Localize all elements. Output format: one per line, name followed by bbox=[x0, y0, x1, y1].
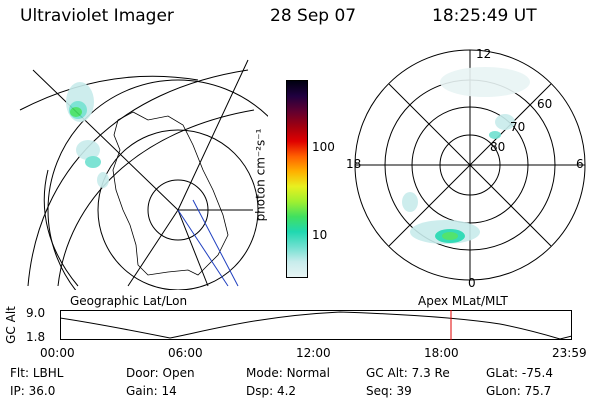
alt-ylabel: GC Alt bbox=[3, 306, 18, 344]
title: Ultraviolet Imager bbox=[20, 6, 174, 26]
date: 28 Sep 07 bbox=[270, 6, 357, 26]
status-mode: Mode: Normal bbox=[246, 366, 330, 380]
mlt-label-6: 6 bbox=[576, 157, 584, 171]
colorbar-gradient bbox=[287, 81, 307, 277]
status-flt: Flt: LBHL bbox=[10, 366, 64, 380]
right-panel-label: Apex MLat/MLT bbox=[418, 294, 508, 308]
alt-xtick-1800: 18:00 bbox=[424, 346, 459, 360]
altitude-plot bbox=[60, 310, 572, 340]
status-glat: GLat: -75.4 bbox=[486, 366, 553, 380]
time: 18:25:49 UT bbox=[432, 6, 537, 26]
alt-ytick-1-8: 1.8 bbox=[26, 330, 46, 344]
colorbar bbox=[286, 80, 308, 278]
status-dsp: Dsp: 4.2 bbox=[246, 384, 297, 398]
polar-plot bbox=[354, 49, 586, 281]
alt-xtick-0600: 06:00 bbox=[168, 346, 203, 360]
alt-xtick-0000: 00:00 bbox=[40, 346, 75, 360]
status-gain: Gain: 14 bbox=[126, 384, 177, 398]
alt-xtick-1200: 12:00 bbox=[296, 346, 331, 360]
colorbar-label: photon cm⁻²s⁻¹ bbox=[253, 128, 268, 222]
status-door: Door: Open bbox=[126, 366, 195, 380]
lat-label-80: 80 bbox=[490, 140, 506, 154]
status-glon: GLon: 75.7 bbox=[486, 384, 552, 398]
status-ip: IP: 36.0 bbox=[10, 384, 56, 398]
alt-xtick-2359: 23:59 bbox=[552, 346, 587, 360]
colorbar-tick-10: 10 bbox=[312, 228, 328, 242]
aurora-left bbox=[66, 82, 109, 188]
lat-label-70: 70 bbox=[510, 120, 526, 134]
aurora-right bbox=[402, 67, 530, 244]
colorbar-tick-100: 100 bbox=[312, 140, 335, 154]
status-seq: Seq: 39 bbox=[366, 384, 412, 398]
mlt-label-12: 12 bbox=[476, 47, 492, 61]
alt-ytick-9: 9.0 bbox=[26, 306, 46, 320]
geographic-map bbox=[19, 59, 268, 290]
mlt-label-18: 18 bbox=[346, 157, 362, 171]
status-gcalt: GC Alt: 7.3 Re bbox=[366, 366, 450, 380]
mlt-label-0: 0 bbox=[468, 276, 476, 290]
left-panel-label: Geographic Lat/Lon bbox=[70, 294, 188, 308]
antarctica-outline bbox=[112, 111, 229, 276]
lat-label-60: 60 bbox=[537, 97, 553, 111]
